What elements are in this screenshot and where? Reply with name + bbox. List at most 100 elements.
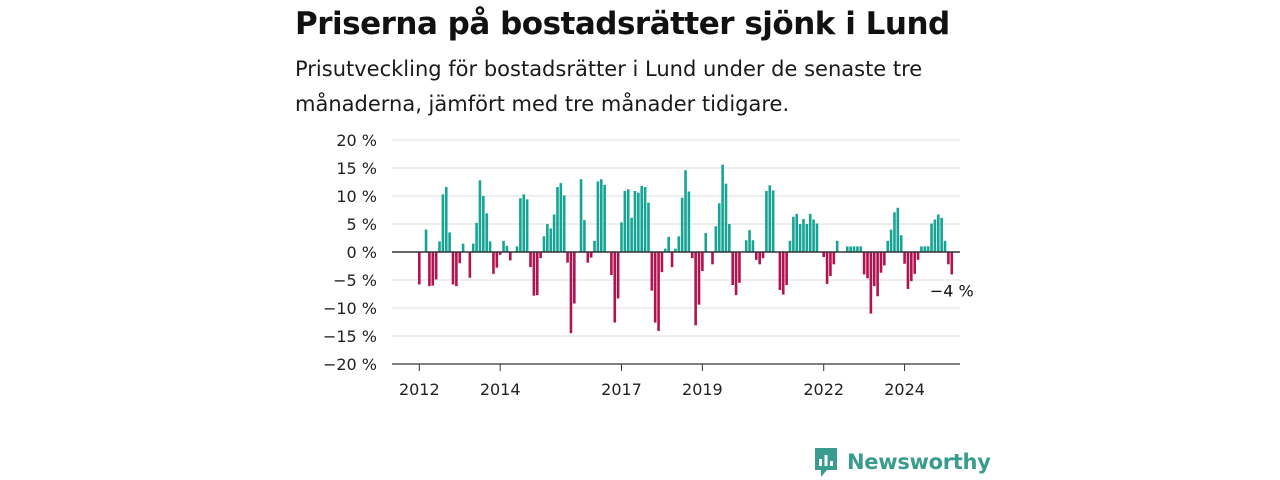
bar [906, 252, 910, 289]
bar [802, 218, 805, 252]
bar [899, 235, 903, 252]
bar [599, 179, 603, 252]
bar [519, 198, 522, 252]
bar [714, 226, 718, 252]
bar [943, 240, 947, 252]
bar [667, 236, 670, 252]
bar [684, 170, 687, 252]
bar [748, 230, 751, 252]
bar [492, 252, 495, 274]
bar [758, 252, 761, 265]
bar [950, 252, 954, 275]
bar [546, 224, 549, 252]
bar [926, 246, 930, 252]
bar [525, 199, 529, 252]
bar [717, 203, 721, 252]
x-axis-ticks: 2012 2014 2017 2019 2022 2024 [399, 364, 925, 399]
y-tick-label: −10 % [323, 299, 377, 318]
y-tick-label: −5 % [333, 271, 377, 290]
bar [603, 184, 606, 252]
bar [886, 240, 890, 252]
bar [859, 246, 863, 252]
bar [482, 196, 485, 252]
bar [637, 192, 640, 252]
x-tick-label: 2024 [884, 380, 925, 399]
bar [896, 207, 900, 252]
bar [455, 252, 458, 287]
bar [475, 222, 478, 252]
bar [923, 246, 927, 252]
bar [721, 164, 724, 252]
bar [542, 236, 546, 252]
bar [586, 252, 590, 263]
bar [650, 252, 654, 291]
bar [660, 252, 664, 273]
bar [556, 187, 559, 252]
bar [872, 252, 876, 287]
bar [569, 252, 573, 334]
bar [738, 252, 741, 283]
bar [829, 252, 832, 277]
bar [559, 183, 563, 252]
bar [835, 240, 839, 252]
bar [785, 252, 788, 286]
bar [940, 217, 943, 252]
bar [616, 252, 620, 299]
bar [728, 224, 731, 252]
y-tick-label: 5 % [347, 215, 377, 234]
bar [529, 252, 532, 268]
bar [701, 252, 704, 272]
bar [933, 219, 937, 252]
bar [879, 252, 883, 273]
bar [418, 252, 421, 285]
bar [761, 252, 765, 259]
bar [947, 252, 950, 265]
bar [795, 213, 799, 252]
bar [690, 252, 694, 259]
bar [674, 248, 677, 252]
bar [640, 185, 644, 252]
bar [781, 252, 785, 295]
bar [765, 190, 768, 252]
bar [579, 179, 583, 252]
bar [889, 229, 893, 252]
bar [502, 240, 505, 252]
bar [731, 252, 735, 286]
bar [845, 246, 849, 252]
bar [920, 246, 923, 252]
y-tick-label: −20 % [323, 355, 377, 374]
bar [788, 240, 792, 252]
bar [573, 252, 576, 304]
bar [630, 217, 633, 252]
bar [495, 252, 499, 268]
bar [808, 213, 812, 252]
bar [431, 252, 435, 286]
x-tick-label: 2014 [480, 380, 521, 399]
bar [438, 241, 441, 252]
bar [657, 252, 660, 331]
bar [471, 243, 475, 252]
bar [903, 252, 906, 264]
bar [664, 248, 667, 252]
x-tick-label: 2019 [682, 380, 723, 399]
bar [633, 190, 637, 252]
newsworthy-logo[interactable]: Newsworthy [813, 446, 991, 478]
bar [583, 220, 586, 252]
bar [893, 212, 896, 252]
y-tick-label: −15 % [323, 327, 377, 346]
bar [815, 223, 819, 252]
bar [478, 180, 482, 252]
bar [428, 252, 431, 287]
brand-name: Newsworthy [847, 450, 991, 474]
bar [792, 216, 795, 252]
bar [697, 252, 701, 305]
bar [647, 202, 650, 252]
bar [856, 246, 859, 252]
bar [566, 252, 569, 263]
chart-title: Priserna på bostadsrätter sjönk i Lund [295, 6, 950, 42]
bar [755, 252, 758, 260]
bar [468, 252, 472, 278]
last-value-annotation: −4 % [930, 281, 974, 300]
bar [562, 195, 566, 252]
bar [825, 252, 829, 284]
